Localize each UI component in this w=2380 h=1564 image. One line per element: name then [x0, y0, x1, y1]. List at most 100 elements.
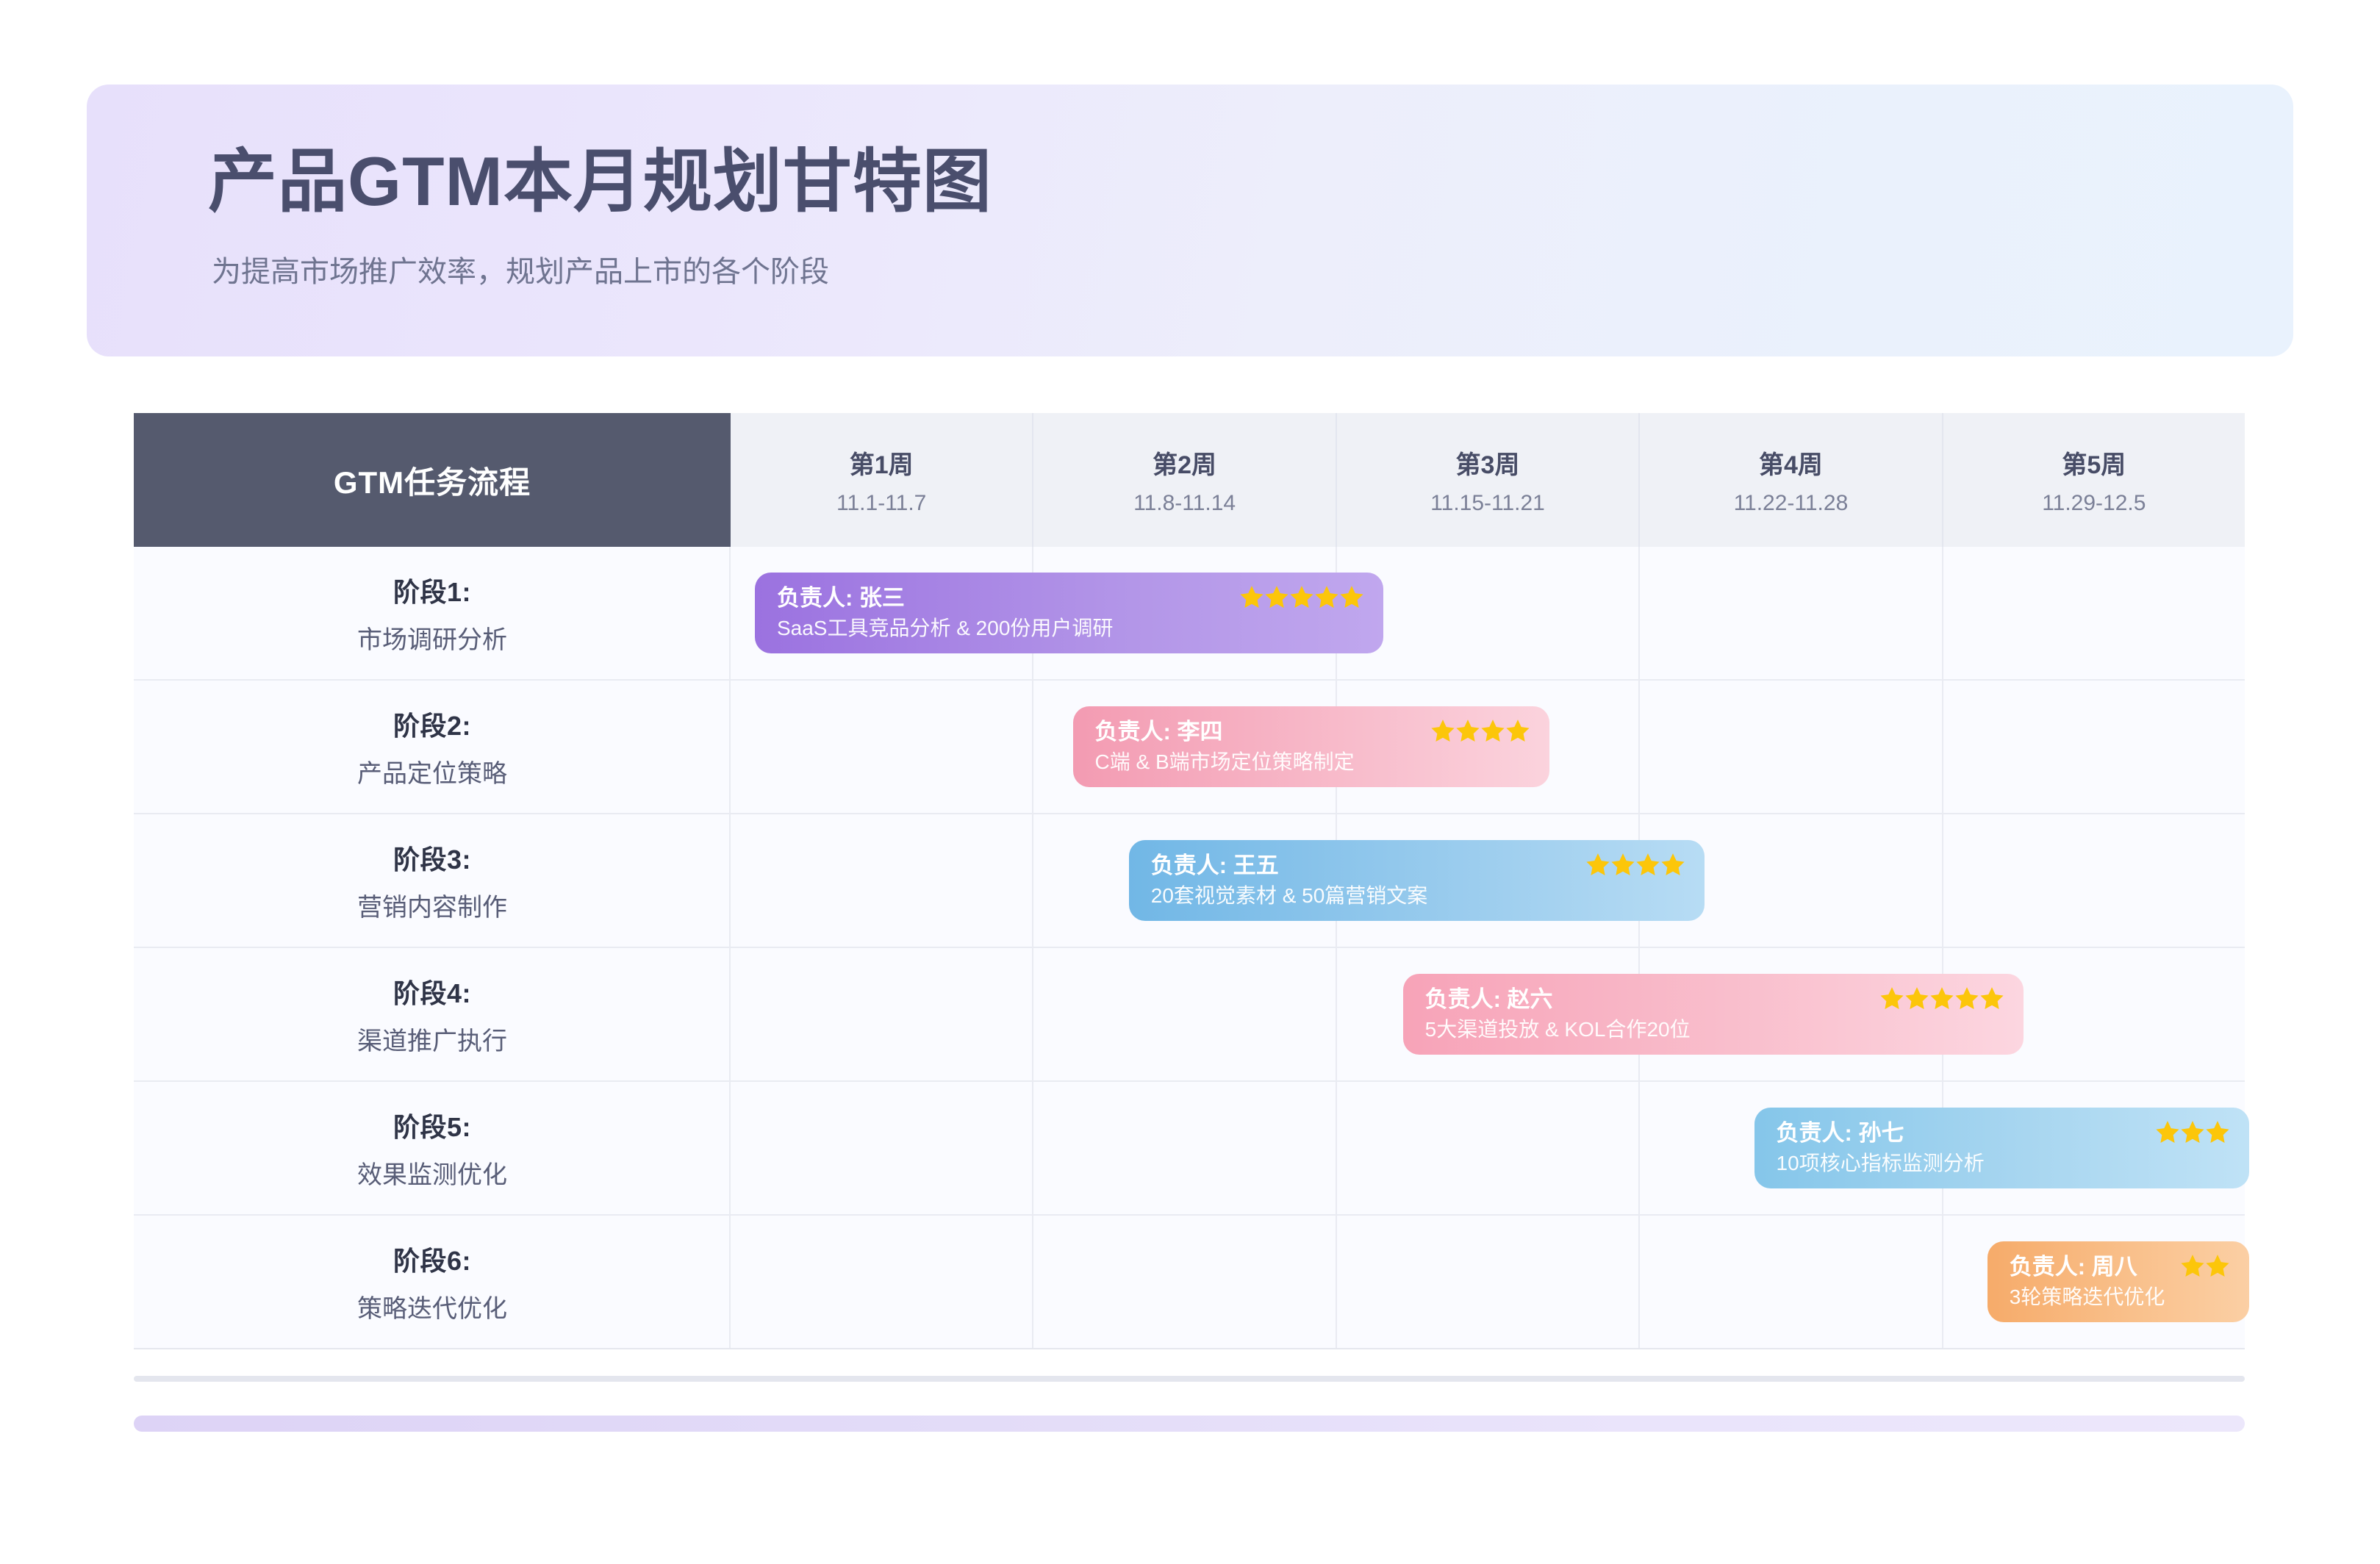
star-icon: [2156, 1121, 2179, 1144]
star-icon: [1290, 586, 1313, 609]
star-icon: [1880, 987, 1904, 1010]
star-icon: [2206, 1121, 2229, 1144]
task-track-5: 负责人: 孙七 10项核心指标监测分析: [731, 1082, 2250, 1214]
gantt-bar-owner-1: 负责人: 张三: [776, 585, 905, 611]
table-row: 阶段5: 效果监测优化 负责人: 孙七 10项核心指标监测分析: [134, 1082, 2250, 1216]
task-track-6: 负责人: 周八 3轮策略迭代优化: [731, 1216, 2250, 1348]
week-headers: 第1周 11.1-11.7 第2周 11.8-11.14 第3周 11.15-1…: [731, 413, 2245, 547]
task-track-1: 负责人: 张三 SaaS工具竞品分析 & 200份用户调研: [731, 547, 2245, 679]
week-header-3[interactable]: 第3周 11.15-11.21: [1337, 413, 1641, 547]
week-header-5[interactable]: 第5周 11.29-12.5: [1943, 413, 2245, 547]
phase-name-4: 渠道推广执行: [357, 1027, 507, 1055]
gantt-bar-owner-2: 负责人: 李四: [1094, 719, 1223, 745]
week-header-1[interactable]: 第1周 11.1-11.7: [731, 413, 1034, 547]
task-label-cell-6: 阶段6: 策略迭代优化: [134, 1216, 731, 1348]
task-track-4: 负责人: 赵六 5大渠道投放 & KOL合作20位: [731, 948, 2245, 1080]
table-row: 阶段6: 策略迭代优化 负责人: 周八 3轮策略迭代优化: [134, 1216, 2250, 1349]
gantt-header-row: GTM任务流程 第1周 11.1-11.7 第2周 11.8-11.14 第3周…: [134, 413, 2245, 547]
star-icon: [2181, 1255, 2204, 1277]
star-icon: [1585, 853, 1610, 876]
star-icon: [1265, 586, 1288, 609]
gantt-bar-text-1: 负责人: 张三 SaaS工具竞品分析 & 200份用户调研: [777, 585, 1230, 640]
priority-stars-1: [1239, 584, 1364, 609]
gantt-bar-text-3: 负责人: 王五 20套视觉素材 & 50篇营销文案: [1151, 853, 1577, 908]
page-subtitle: 为提高市场推广效率，规划产品上市的各个阶段: [212, 256, 829, 288]
gantt-bar-owner-5: 负责人: 孙七: [1776, 1120, 1904, 1147]
gantt-bar-text-5: 负责人: 孙七 10项核心指标监测分析: [1777, 1120, 2147, 1175]
footer-accent-bar: [134, 1416, 2245, 1432]
gantt-bar-detail-6: 3轮策略迭代优化: [2009, 1285, 2165, 1309]
priority-stars-3: [1585, 852, 1685, 877]
phase-number-6: 阶段6:: [393, 1245, 471, 1276]
header-banner: 产品GTM本月规划甘特图 为提高市场推广效率，规划产品上市的各个阶段: [87, 85, 2293, 356]
gantt-bar-text-6: 负责人: 周八 3轮策略迭代优化: [2010, 1254, 2171, 1309]
gantt-bar-1[interactable]: 负责人: 张三 SaaS工具竞品分析 & 200份用户调研: [754, 573, 1383, 653]
priority-stars-6: [2180, 1253, 2230, 1278]
phase-name-1: 市场调研分析: [357, 625, 507, 654]
gantt-bar-detail-5: 10项核心指标监测分析: [1776, 1152, 1985, 1175]
star-icon: [1930, 987, 1954, 1010]
week-header-2[interactable]: 第2周 11.8-11.14: [1033, 413, 1337, 547]
phase-number-5: 阶段5:: [393, 1111, 471, 1142]
task-label-cell-2: 阶段2: 产品定位策略: [134, 681, 731, 813]
phase-number-1: 阶段1:: [393, 576, 471, 607]
star-icon: [2181, 1121, 2204, 1144]
star-icon: [1340, 586, 1363, 609]
star-icon: [1481, 720, 1505, 742]
gantt-bar-detail-3: 20套视觉素材 & 50篇营销文案: [1150, 884, 1428, 908]
week-header-4[interactable]: 第4周 11.22-11.28: [1640, 413, 1943, 547]
star-icon: [1635, 853, 1660, 876]
star-icon: [1660, 853, 1685, 876]
week-name-5: 第5周: [2062, 451, 2126, 479]
table-row: 阶段4: 渠道推广执行 负责人: 赵六 5大渠道投放 & KOL合作20位: [134, 948, 2245, 1082]
week-name-4: 第4周: [1758, 451, 1823, 479]
star-icon: [1610, 853, 1635, 876]
task-label-cell-5: 阶段5: 效果监测优化: [134, 1082, 731, 1214]
star-icon: [2206, 1255, 2229, 1277]
gantt-bar-text-2: 负责人: 李四 C端 & B端市场定位策略制定: [1095, 719, 1422, 774]
star-icon: [1456, 720, 1480, 742]
table-row: 阶段3: 营销内容制作 负责人: 王五 20套视觉素材 & 50篇营销文案: [134, 814, 2245, 948]
phase-name-6: 策略迭代优化: [357, 1294, 507, 1323]
phase-number-3: 阶段3:: [393, 844, 471, 875]
task-label-cell-3: 阶段3: 营销内容制作: [134, 814, 731, 947]
week-name-2: 第2周: [1153, 451, 1217, 479]
gantt-bar-owner-3: 负责人: 王五: [1150, 853, 1279, 879]
priority-stars-4: [1879, 986, 2004, 1011]
gantt-bar-text-4: 负责人: 赵六 5大渠道投放 & KOL合作20位: [1425, 986, 1871, 1041]
phase-name-3: 营销内容制作: [357, 893, 507, 922]
gantt-bar-2[interactable]: 负责人: 李四 C端 & B端市场定位策略制定: [1072, 706, 1550, 787]
star-icon: [1315, 586, 1338, 609]
star-icon: [1240, 586, 1264, 609]
task-column-header-cell: GTM任务流程: [134, 413, 731, 547]
star-icon: [1980, 987, 2004, 1010]
gantt-bar-owner-6: 负责人: 周八: [2009, 1254, 2137, 1280]
star-icon: [1506, 720, 1530, 742]
gantt-table: GTM任务流程 第1周 11.1-11.7 第2周 11.8-11.14 第3周…: [134, 413, 2250, 1349]
week-name-1: 第1周: [849, 451, 914, 479]
week-range-3: 11.15-11.21: [1430, 490, 1545, 515]
week-range-4: 11.22-11.28: [1733, 490, 1849, 515]
page-title: 产品GTM本月规划甘特图: [208, 143, 992, 220]
gantt-bar-5[interactable]: 负责人: 孙七 10项核心指标监测分析: [1754, 1108, 2250, 1188]
phase-number-4: 阶段4:: [393, 978, 471, 1008]
star-icon: [1955, 987, 1979, 1010]
phase-name-5: 效果监测优化: [357, 1161, 507, 1189]
gantt-bar-3[interactable]: 负责人: 王五 20套视觉素材 & 50篇营销文案: [1128, 840, 1705, 921]
gantt-bar-owner-4: 负责人: 赵六: [1424, 986, 1553, 1013]
table-row: 阶段1: 市场调研分析 负责人: 张三 SaaS工具竞品分析 & 200份用户调…: [134, 547, 2245, 681]
week-range-5: 11.29-12.5: [2042, 490, 2146, 515]
week-name-3: 第3周: [1455, 451, 1520, 479]
gantt-bar-6[interactable]: 负责人: 周八 3轮策略迭代优化: [1987, 1241, 2250, 1322]
task-column-header-label: GTM任务流程: [333, 464, 531, 500]
footer-divider: [134, 1376, 2245, 1382]
gantt-bar-detail-4: 5大渠道投放 & KOL合作20位: [1424, 1018, 1691, 1041]
star-icon: [1431, 720, 1455, 742]
star-icon: [1905, 987, 1929, 1010]
task-track-2: 负责人: 李四 C端 & B端市场定位策略制定: [731, 681, 2245, 813]
week-range-2: 11.8-11.14: [1133, 490, 1236, 515]
gantt-body: 阶段1: 市场调研分析 负责人: 张三 SaaS工具竞品分析 & 200份用户调…: [134, 547, 2250, 1349]
gantt-bar-detail-2: C端 & B端市场定位策略制定: [1094, 750, 1355, 774]
gantt-bar-4[interactable]: 负责人: 赵六 5大渠道投放 & KOL合作20位: [1402, 974, 2024, 1055]
